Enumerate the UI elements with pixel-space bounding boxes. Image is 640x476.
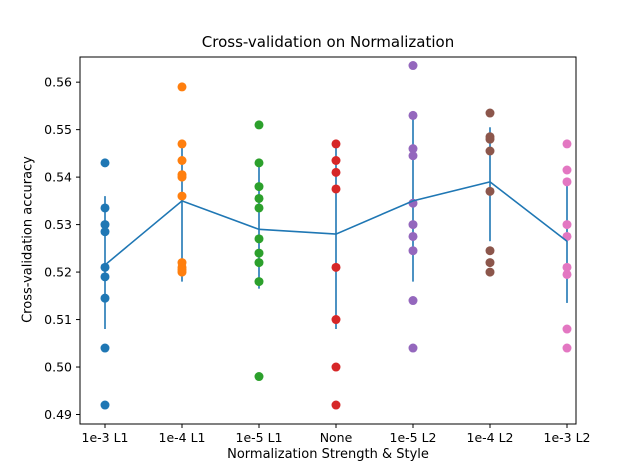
scatter-point	[562, 324, 572, 334]
y-tick-label: 0.49	[44, 407, 72, 422]
y-tick-label: 0.55	[44, 122, 72, 137]
scatter-point	[408, 246, 418, 256]
scatter-point	[331, 139, 341, 149]
scatter-point	[254, 372, 264, 382]
scatter-point	[254, 158, 264, 168]
scatter-point	[408, 296, 418, 306]
scatter-point	[177, 156, 187, 166]
scatter-point	[485, 146, 495, 156]
chart-title: Cross-validation on Normalization	[201, 33, 455, 51]
scatter-point	[485, 186, 495, 196]
scatter-point	[331, 156, 341, 166]
scatter-point	[408, 151, 418, 161]
scatter-point	[254, 193, 264, 203]
x-tick-label: 1e-5 L2	[390, 430, 437, 445]
scatter-point	[408, 110, 418, 120]
scatter-point	[331, 184, 341, 194]
scatter-point	[177, 191, 187, 201]
scatter-point	[562, 139, 572, 149]
scatter-point	[331, 362, 341, 372]
scatter-point	[331, 167, 341, 177]
scatter-point	[562, 165, 572, 175]
scatter-point	[100, 158, 110, 168]
scatter-point	[100, 293, 110, 303]
scatter-point	[254, 248, 264, 258]
scatter-point	[100, 220, 110, 230]
scatter-point	[100, 400, 110, 410]
scatter-point	[562, 220, 572, 230]
scatter-point	[254, 234, 264, 244]
scatter-point	[177, 267, 187, 277]
scatter-point	[100, 272, 110, 282]
scatter-point	[408, 220, 418, 230]
scatter-point	[177, 172, 187, 182]
scatter-point	[254, 203, 264, 213]
y-tick-label: 0.50	[44, 359, 72, 374]
scatter-point	[562, 262, 572, 272]
scatter-point	[562, 343, 572, 353]
y-tick-label: 0.53	[44, 217, 72, 232]
scatter-point	[331, 315, 341, 325]
y-tick-label: 0.52	[44, 264, 72, 279]
mean-line	[104, 180, 568, 266]
scatter-point	[254, 182, 264, 192]
scatter-point	[254, 120, 264, 130]
scatter-point	[177, 139, 187, 149]
x-tick-label: 1e-3 L1	[82, 430, 129, 445]
x-tick-label: 1e-4 L1	[159, 430, 206, 445]
scatter-point	[485, 108, 495, 118]
scatter-point	[408, 231, 418, 241]
scatter-point	[485, 134, 495, 144]
scatter-point	[408, 61, 418, 71]
scatter-point	[331, 400, 341, 410]
scatter-point	[485, 246, 495, 256]
scatter-point	[485, 258, 495, 268]
scatter-point	[177, 82, 187, 92]
axes-box	[79, 56, 577, 425]
scatter-point	[408, 144, 418, 154]
scatter-point	[254, 258, 264, 268]
y-axis-label: Cross-validation accuracy	[20, 156, 36, 323]
y-tick-label: 0.51	[44, 312, 72, 327]
x-tick-label: 1e-3 L2	[544, 430, 591, 445]
scatter-point	[100, 343, 110, 353]
scatter-point	[331, 262, 341, 272]
y-tick-label: 0.56	[44, 74, 72, 89]
scatter-point	[100, 227, 110, 237]
x-tick-label: 1e-5 L1	[236, 430, 283, 445]
scatter-point	[562, 269, 572, 279]
scatter-point	[100, 203, 110, 213]
scatter-point	[408, 343, 418, 353]
x-tick-label: None	[320, 430, 353, 445]
scatter-point	[485, 267, 495, 277]
scatter-point	[100, 262, 110, 272]
x-axis-label: Normalization Strength & Style	[227, 447, 429, 462]
scatter-point	[562, 177, 572, 187]
x-tick-label: 1e-4 L2	[467, 430, 514, 445]
y-tick-label: 0.54	[44, 169, 72, 184]
scatter-point	[254, 277, 264, 287]
